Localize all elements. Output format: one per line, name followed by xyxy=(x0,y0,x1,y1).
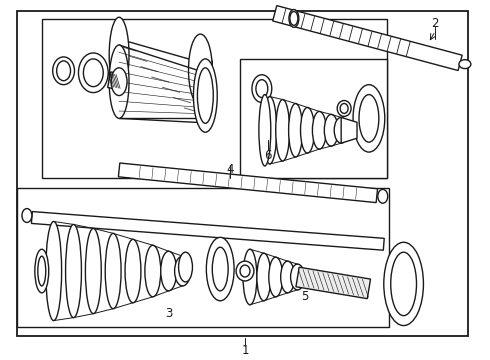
Ellipse shape xyxy=(38,256,46,286)
Ellipse shape xyxy=(83,59,103,87)
Ellipse shape xyxy=(263,96,277,164)
Ellipse shape xyxy=(212,247,228,291)
Text: 6: 6 xyxy=(264,149,271,162)
Ellipse shape xyxy=(359,95,379,142)
Ellipse shape xyxy=(313,112,326,149)
Ellipse shape xyxy=(300,108,315,153)
Ellipse shape xyxy=(178,252,193,282)
Ellipse shape xyxy=(109,17,129,93)
Ellipse shape xyxy=(290,12,298,25)
Text: 4: 4 xyxy=(226,163,234,176)
Ellipse shape xyxy=(189,34,212,105)
Polygon shape xyxy=(119,39,212,122)
Ellipse shape xyxy=(257,253,271,301)
Ellipse shape xyxy=(206,237,234,301)
Ellipse shape xyxy=(35,249,49,293)
Ellipse shape xyxy=(161,251,176,291)
Ellipse shape xyxy=(289,103,302,157)
Ellipse shape xyxy=(111,68,127,95)
Text: 1: 1 xyxy=(241,344,249,357)
Ellipse shape xyxy=(197,68,213,123)
Ellipse shape xyxy=(174,256,191,286)
Ellipse shape xyxy=(53,57,74,85)
Ellipse shape xyxy=(240,265,250,277)
Polygon shape xyxy=(273,6,462,71)
Text: 5: 5 xyxy=(301,290,308,303)
Ellipse shape xyxy=(66,224,81,318)
Polygon shape xyxy=(108,72,121,90)
Ellipse shape xyxy=(391,252,416,316)
Polygon shape xyxy=(296,267,370,299)
Ellipse shape xyxy=(145,245,161,297)
Ellipse shape xyxy=(384,242,423,325)
Ellipse shape xyxy=(291,264,304,290)
Polygon shape xyxy=(119,163,377,203)
Text: 3: 3 xyxy=(165,307,172,320)
Ellipse shape xyxy=(243,249,257,305)
Ellipse shape xyxy=(46,221,62,321)
Ellipse shape xyxy=(105,233,121,309)
Ellipse shape xyxy=(353,85,385,152)
Ellipse shape xyxy=(256,80,268,98)
Ellipse shape xyxy=(340,103,348,113)
Ellipse shape xyxy=(259,95,271,166)
Polygon shape xyxy=(31,212,384,250)
Ellipse shape xyxy=(289,9,299,27)
Ellipse shape xyxy=(281,261,294,293)
Bar xyxy=(42,19,387,178)
Bar xyxy=(240,59,387,178)
Ellipse shape xyxy=(334,117,348,143)
Polygon shape xyxy=(341,117,357,143)
Ellipse shape xyxy=(276,99,290,161)
Ellipse shape xyxy=(109,45,129,118)
Ellipse shape xyxy=(125,239,141,303)
Ellipse shape xyxy=(194,59,217,132)
Ellipse shape xyxy=(269,257,283,297)
Ellipse shape xyxy=(337,100,351,116)
Ellipse shape xyxy=(85,228,101,314)
Ellipse shape xyxy=(236,261,254,281)
Ellipse shape xyxy=(324,114,338,146)
Ellipse shape xyxy=(459,60,471,69)
Ellipse shape xyxy=(378,189,388,203)
Ellipse shape xyxy=(252,75,272,103)
Ellipse shape xyxy=(78,53,108,93)
Ellipse shape xyxy=(22,208,32,222)
Text: 2: 2 xyxy=(432,17,439,30)
Bar xyxy=(17,188,389,327)
Ellipse shape xyxy=(57,61,71,81)
